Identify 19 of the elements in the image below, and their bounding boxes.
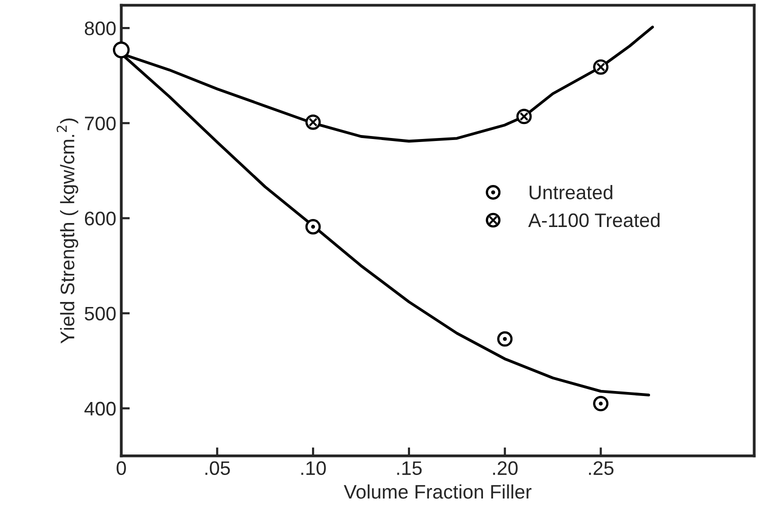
y-tick-label: 800	[84, 22, 116, 36]
x-tick-label: 0	[116, 461, 126, 476]
x-tick-label: .10	[301, 461, 326, 476]
x-tick-label: .15	[397, 461, 422, 476]
x-tick-label: .25	[589, 461, 614, 476]
y-tick-label: 700	[84, 116, 116, 130]
x-tick-label: .05	[205, 461, 230, 476]
x-tick-label: .20	[493, 461, 518, 476]
legend-label: A-1100 Treated	[528, 212, 660, 228]
legend-label: Untreated	[530, 185, 612, 200]
x-axis-title: Volume Fraction Filler	[344, 484, 532, 499]
point	[305, 219, 321, 234]
y-tick-label: 600	[84, 212, 116, 226]
point	[497, 331, 513, 347]
y-tick-label: 400	[84, 402, 116, 416]
y-axis-title: Yield Strength ( kgw/cm.$^{2}$)	[56, 118, 78, 344]
point	[112, 42, 130, 58]
point	[593, 396, 608, 412]
y-tick-label: 500	[84, 306, 116, 321]
